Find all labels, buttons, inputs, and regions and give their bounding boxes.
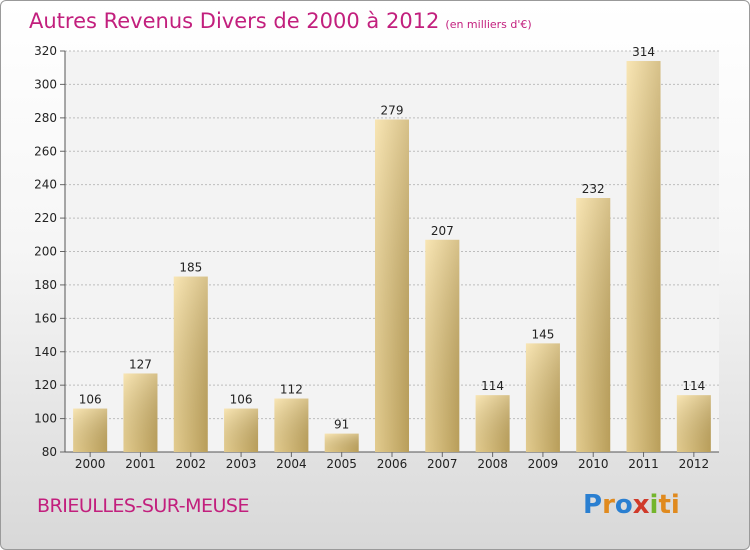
bar-shade-2001 (123, 373, 158, 452)
bar-shade-2008 (475, 395, 510, 452)
x-tick-label-2011: 2011 (628, 457, 659, 471)
data-label-2010: 232 (582, 182, 605, 196)
bar-shade-2012 (676, 395, 711, 452)
x-tick-label-2009: 2009 (528, 457, 559, 471)
x-tick-label-2004: 2004 (276, 457, 307, 471)
y-tick-label: 240 (34, 178, 57, 192)
bar-shade-2002 (173, 276, 208, 452)
x-tick-label-2012: 2012 (679, 457, 710, 471)
data-label-2000: 106 (79, 393, 102, 407)
bar-shade-2007 (425, 239, 460, 452)
bar-shade-2010 (576, 198, 611, 452)
data-label-2003: 106 (230, 393, 253, 407)
x-tick-label-2000: 2000 (75, 457, 106, 471)
x-tick-label-2007: 2007 (427, 457, 458, 471)
y-tick-label: 300 (34, 77, 57, 91)
y-tick-label: 100 (34, 412, 57, 426)
y-tick-label: 220 (34, 211, 57, 225)
bar-shade-2000 (73, 408, 108, 452)
data-label-2012: 114 (682, 379, 705, 393)
data-label-2007: 207 (431, 224, 454, 238)
data-label-2011: 314 (632, 45, 655, 59)
y-tick-label: 80 (42, 445, 57, 459)
data-label-2001: 127 (129, 357, 152, 371)
chart-title: Autres Revenus Divers de 2000 à 2012 (en … (29, 9, 532, 33)
chart-subtitle: (en milliers d'€) (445, 18, 532, 31)
x-tick-label-2003: 2003 (226, 457, 257, 471)
bar-shade-2006 (375, 119, 409, 453)
bar-shade-2005 (324, 433, 359, 452)
y-tick-label: 140 (34, 345, 57, 359)
data-label-2004: 112 (280, 383, 303, 397)
x-tick-label-2001: 2001 (125, 457, 156, 471)
data-label-2002: 185 (179, 261, 202, 275)
x-tick-label-2010: 2010 (578, 457, 609, 471)
y-tick-label: 200 (34, 245, 57, 259)
y-tick-label: 280 (34, 111, 57, 125)
data-label-2005: 91 (334, 418, 349, 432)
y-tick-label: 180 (34, 278, 57, 292)
commune-name: BRIEULLES-SUR-MEUSE (37, 495, 249, 517)
data-label-2009: 145 (531, 327, 554, 341)
bar-shade-2009 (525, 343, 560, 452)
y-tick-label: 320 (34, 44, 57, 58)
x-tick-label-2006: 2006 (377, 457, 408, 471)
bar-shade-2011 (626, 61, 661, 453)
x-tick-label-2008: 2008 (477, 457, 508, 471)
bar-shade-2004 (274, 398, 309, 452)
proxiti-logo: Proxiti (583, 490, 680, 520)
y-tick-label: 160 (34, 311, 57, 325)
bar-shade-2003 (224, 408, 259, 452)
y-tick-label: 260 (34, 144, 57, 158)
x-tick-label-2005: 2005 (326, 457, 357, 471)
data-label-2006: 279 (381, 104, 404, 118)
y-tick-label: 120 (34, 378, 57, 392)
x-tick-label-2002: 2002 (175, 457, 206, 471)
data-label-2008: 114 (481, 379, 504, 393)
